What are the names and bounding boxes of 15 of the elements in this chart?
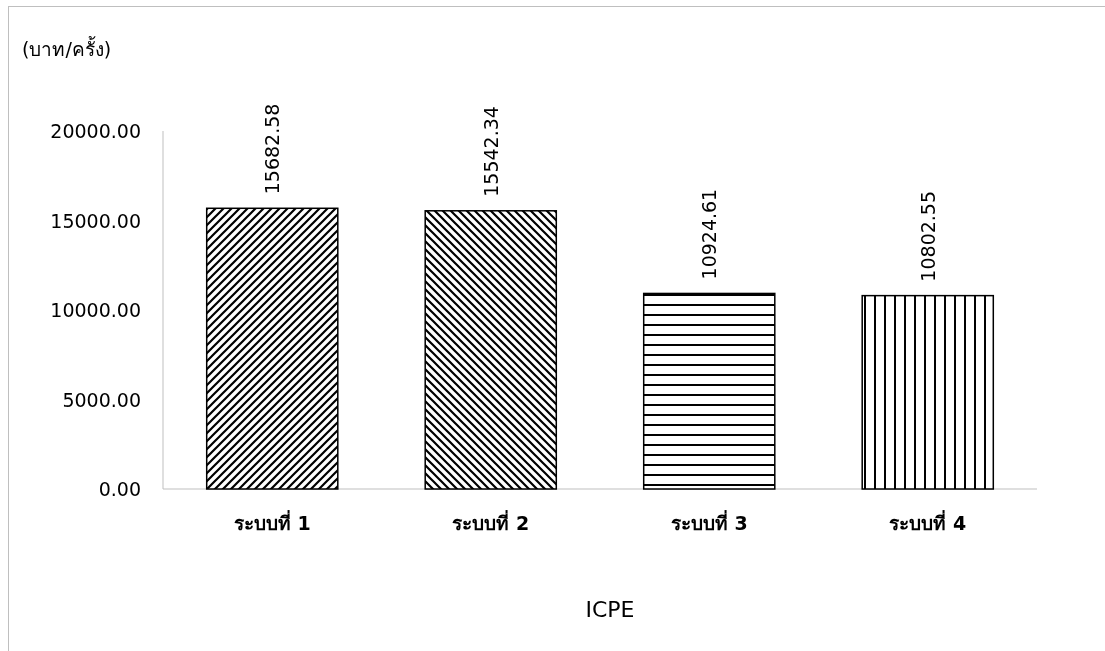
data-label: 15682.58 (261, 103, 284, 195)
x-tick-label: ระบบที่ 1 (233, 510, 311, 534)
y-tick-label: 0.00 (98, 478, 141, 500)
x-axis-title: ICPE (585, 597, 635, 622)
x-tick-label: ระบบที่ 4 (889, 510, 967, 534)
y-tick-label: 5000.00 (62, 388, 141, 411)
x-tick-label: ระบบที่ 3 (670, 510, 748, 534)
data-label: 15542.34 (479, 106, 502, 197)
y-axis-title: (บาท/ครั้ง) (22, 36, 112, 60)
y-tick-label: 20000.00 (50, 120, 141, 142)
data-label: 10802.55 (916, 190, 939, 282)
data-label: 10924.61 (698, 188, 721, 280)
y-tick-label: 15000.00 (50, 209, 141, 232)
x-tick-label: ระบบที่ 2 (452, 510, 530, 534)
y-tick-label: 10000.00 (50, 299, 141, 321)
